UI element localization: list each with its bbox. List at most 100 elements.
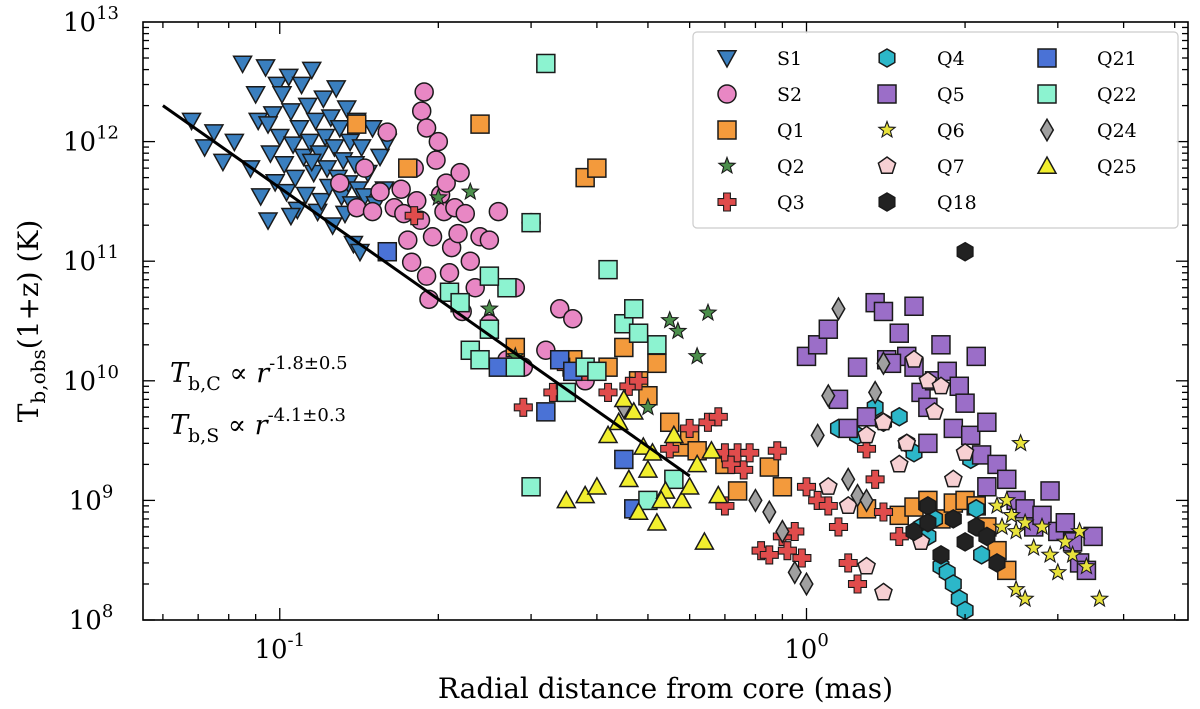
legend-entry-q6: Q6 — [877, 119, 965, 142]
x-axis-label: Radial distance from core (mas) — [438, 672, 893, 705]
data-point — [919, 512, 937, 533]
data-point — [1015, 588, 1035, 608]
legend-marker — [1037, 48, 1057, 68]
data-point — [1032, 516, 1052, 536]
legend-entry-q1: Q1 — [717, 120, 805, 142]
data-point — [889, 526, 909, 546]
data-point — [897, 433, 917, 452]
data-point — [295, 186, 316, 206]
data-point — [708, 407, 728, 427]
data-point — [563, 309, 583, 329]
data-point — [997, 490, 1017, 509]
legend-marker — [1037, 84, 1057, 104]
data-point — [694, 531, 715, 550]
legend-marker — [878, 48, 896, 68]
legend-label: Q21 — [1097, 48, 1137, 70]
data-point — [686, 453, 708, 473]
data-point — [614, 449, 634, 470]
data-point — [543, 382, 563, 402]
data-point — [796, 477, 817, 497]
data-point — [1011, 433, 1031, 452]
data-point — [245, 86, 266, 105]
data-point — [759, 457, 780, 477]
data-point — [450, 162, 470, 183]
data-point — [271, 86, 293, 105]
data-point — [925, 401, 944, 420]
legend-label: Q18 — [937, 192, 977, 214]
data-point — [479, 266, 500, 286]
legend-entry-q4: Q4 — [878, 48, 965, 70]
data-point — [297, 97, 318, 117]
legend-entry-q3: Q3 — [717, 192, 805, 214]
data-point — [346, 197, 367, 218]
x-tick-label: 100 — [784, 630, 829, 665]
data-point — [698, 302, 718, 322]
data-point — [857, 425, 876, 444]
data-point — [944, 509, 962, 529]
data-point — [414, 82, 434, 102]
data-point — [978, 526, 996, 547]
legend-entry-q5: Q5 — [877, 84, 965, 106]
data-point — [274, 156, 295, 175]
fit-line-layer — [162, 104, 691, 478]
series-q24 — [616, 296, 891, 597]
data-point — [614, 337, 634, 358]
data-point — [628, 323, 649, 343]
data-point — [955, 393, 975, 413]
data-point — [1062, 544, 1083, 564]
data-point — [497, 277, 517, 298]
legend-label: Q5 — [937, 84, 965, 106]
data-point — [586, 476, 608, 495]
data-point — [257, 212, 279, 231]
legend-entry-q24: Q24 — [1039, 117, 1137, 143]
data-point — [918, 433, 938, 454]
data-point — [613, 388, 635, 408]
legend-label: Q6 — [937, 120, 965, 142]
data-point — [436, 173, 456, 193]
data-point — [194, 139, 215, 158]
data-point — [479, 230, 500, 250]
y-tick-label: 109 — [69, 481, 114, 516]
legend-entry-q25: Q25 — [1036, 155, 1137, 178]
data-point — [660, 439, 680, 459]
data-point — [628, 501, 649, 520]
data-point — [889, 323, 910, 343]
data-point — [847, 574, 868, 594]
data-point — [847, 357, 868, 377]
data-point — [680, 418, 700, 438]
data-point — [660, 310, 680, 329]
legend-label: Q1 — [777, 120, 805, 142]
data-point — [401, 252, 422, 272]
data-point — [748, 488, 763, 513]
data-point — [977, 412, 997, 433]
data-point — [597, 424, 619, 444]
data-point — [799, 571, 814, 597]
legend-box — [692, 31, 1179, 229]
data-point — [762, 499, 777, 525]
data-point — [943, 469, 963, 488]
data-point — [232, 55, 253, 75]
data-point — [831, 296, 846, 322]
data-point — [416, 266, 437, 286]
data-point — [280, 103, 302, 122]
data-point — [289, 120, 310, 139]
data-point — [324, 139, 345, 158]
data-point — [637, 459, 659, 478]
legend-marker — [717, 120, 737, 140]
data-point — [1015, 512, 1035, 531]
data-point — [488, 357, 509, 377]
series-q7 — [818, 349, 975, 601]
data-point — [997, 469, 1017, 490]
legend-marker — [717, 84, 737, 104]
data-point — [679, 476, 700, 495]
series-q22 — [439, 53, 684, 511]
legend-marker — [717, 192, 737, 212]
data-point — [398, 230, 418, 250]
axis-ticks — [143, 22, 1188, 621]
data-point — [556, 489, 577, 509]
legend-entry-q7: Q7 — [877, 156, 965, 178]
data-point — [960, 425, 981, 446]
legend-label: Q24 — [1097, 120, 1137, 142]
y-tick-label: 1012 — [63, 123, 119, 158]
data-point — [479, 298, 499, 317]
